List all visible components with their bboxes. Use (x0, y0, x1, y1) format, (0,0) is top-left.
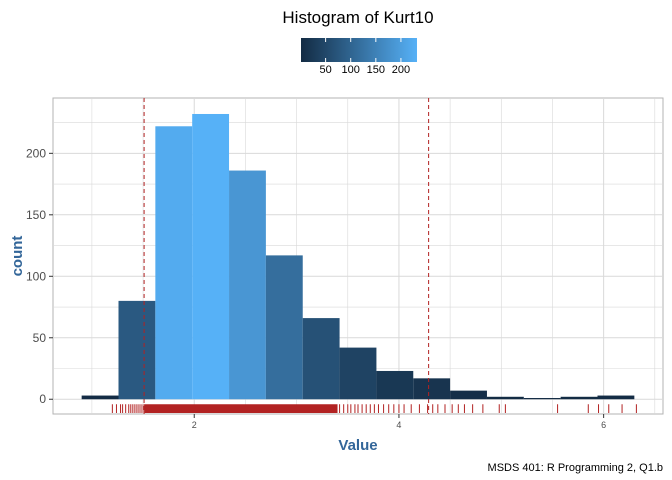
legend-tick-label: 150 (367, 64, 385, 76)
histogram-bar (413, 378, 451, 400)
histogram-bar (486, 396, 524, 400)
histogram-bar (155, 126, 193, 400)
x-tick-label: 4 (396, 420, 401, 430)
histogram-bar (450, 390, 487, 400)
histogram-bar (339, 347, 377, 400)
histogram-bar (302, 318, 340, 400)
chart-caption: MSDS 401: R Programming 2, Q1.b (488, 462, 663, 474)
y-tick-label: 100 (26, 269, 46, 283)
legend-tick-label: 50 (319, 64, 331, 76)
histogram-bars (81, 113, 635, 400)
x-axis-title: Value (338, 437, 377, 454)
y-axis-title: count (9, 236, 26, 277)
histogram-bar (229, 170, 266, 400)
histogram-bar (118, 300, 156, 400)
rug-marks (111, 404, 637, 413)
histogram-bar (192, 113, 230, 400)
x-tick-label: 2 (192, 420, 197, 430)
legend-ticks: 50 100 150 200 (319, 38, 410, 76)
legend: 50 100 150 200 (301, 38, 417, 76)
x-axis-ticks: 2 4 6 (192, 414, 606, 430)
y-axis-ticks: 0 50 100 150 200 (26, 146, 53, 406)
histogram-bar (81, 395, 119, 400)
y-tick-label: 150 (26, 208, 46, 222)
histogram-bar (376, 370, 414, 400)
reference-lines (143, 98, 430, 414)
y-tick-label: 0 (39, 392, 46, 406)
histogram-bar (560, 396, 598, 400)
y-tick-label: 200 (26, 146, 46, 160)
legend-tick-label: 200 (392, 64, 410, 76)
x-tick-label: 6 (601, 420, 606, 430)
chart-title: Histogram of Kurt10 (282, 8, 433, 27)
rug-dense-band (144, 404, 338, 413)
legend-colorbar (301, 38, 417, 62)
y-tick-label: 50 (33, 331, 47, 345)
legend-tick-label: 100 (342, 64, 360, 76)
histogram-bar (597, 395, 635, 400)
histogram-bar (265, 255, 303, 400)
histogram-bar (523, 398, 561, 400)
